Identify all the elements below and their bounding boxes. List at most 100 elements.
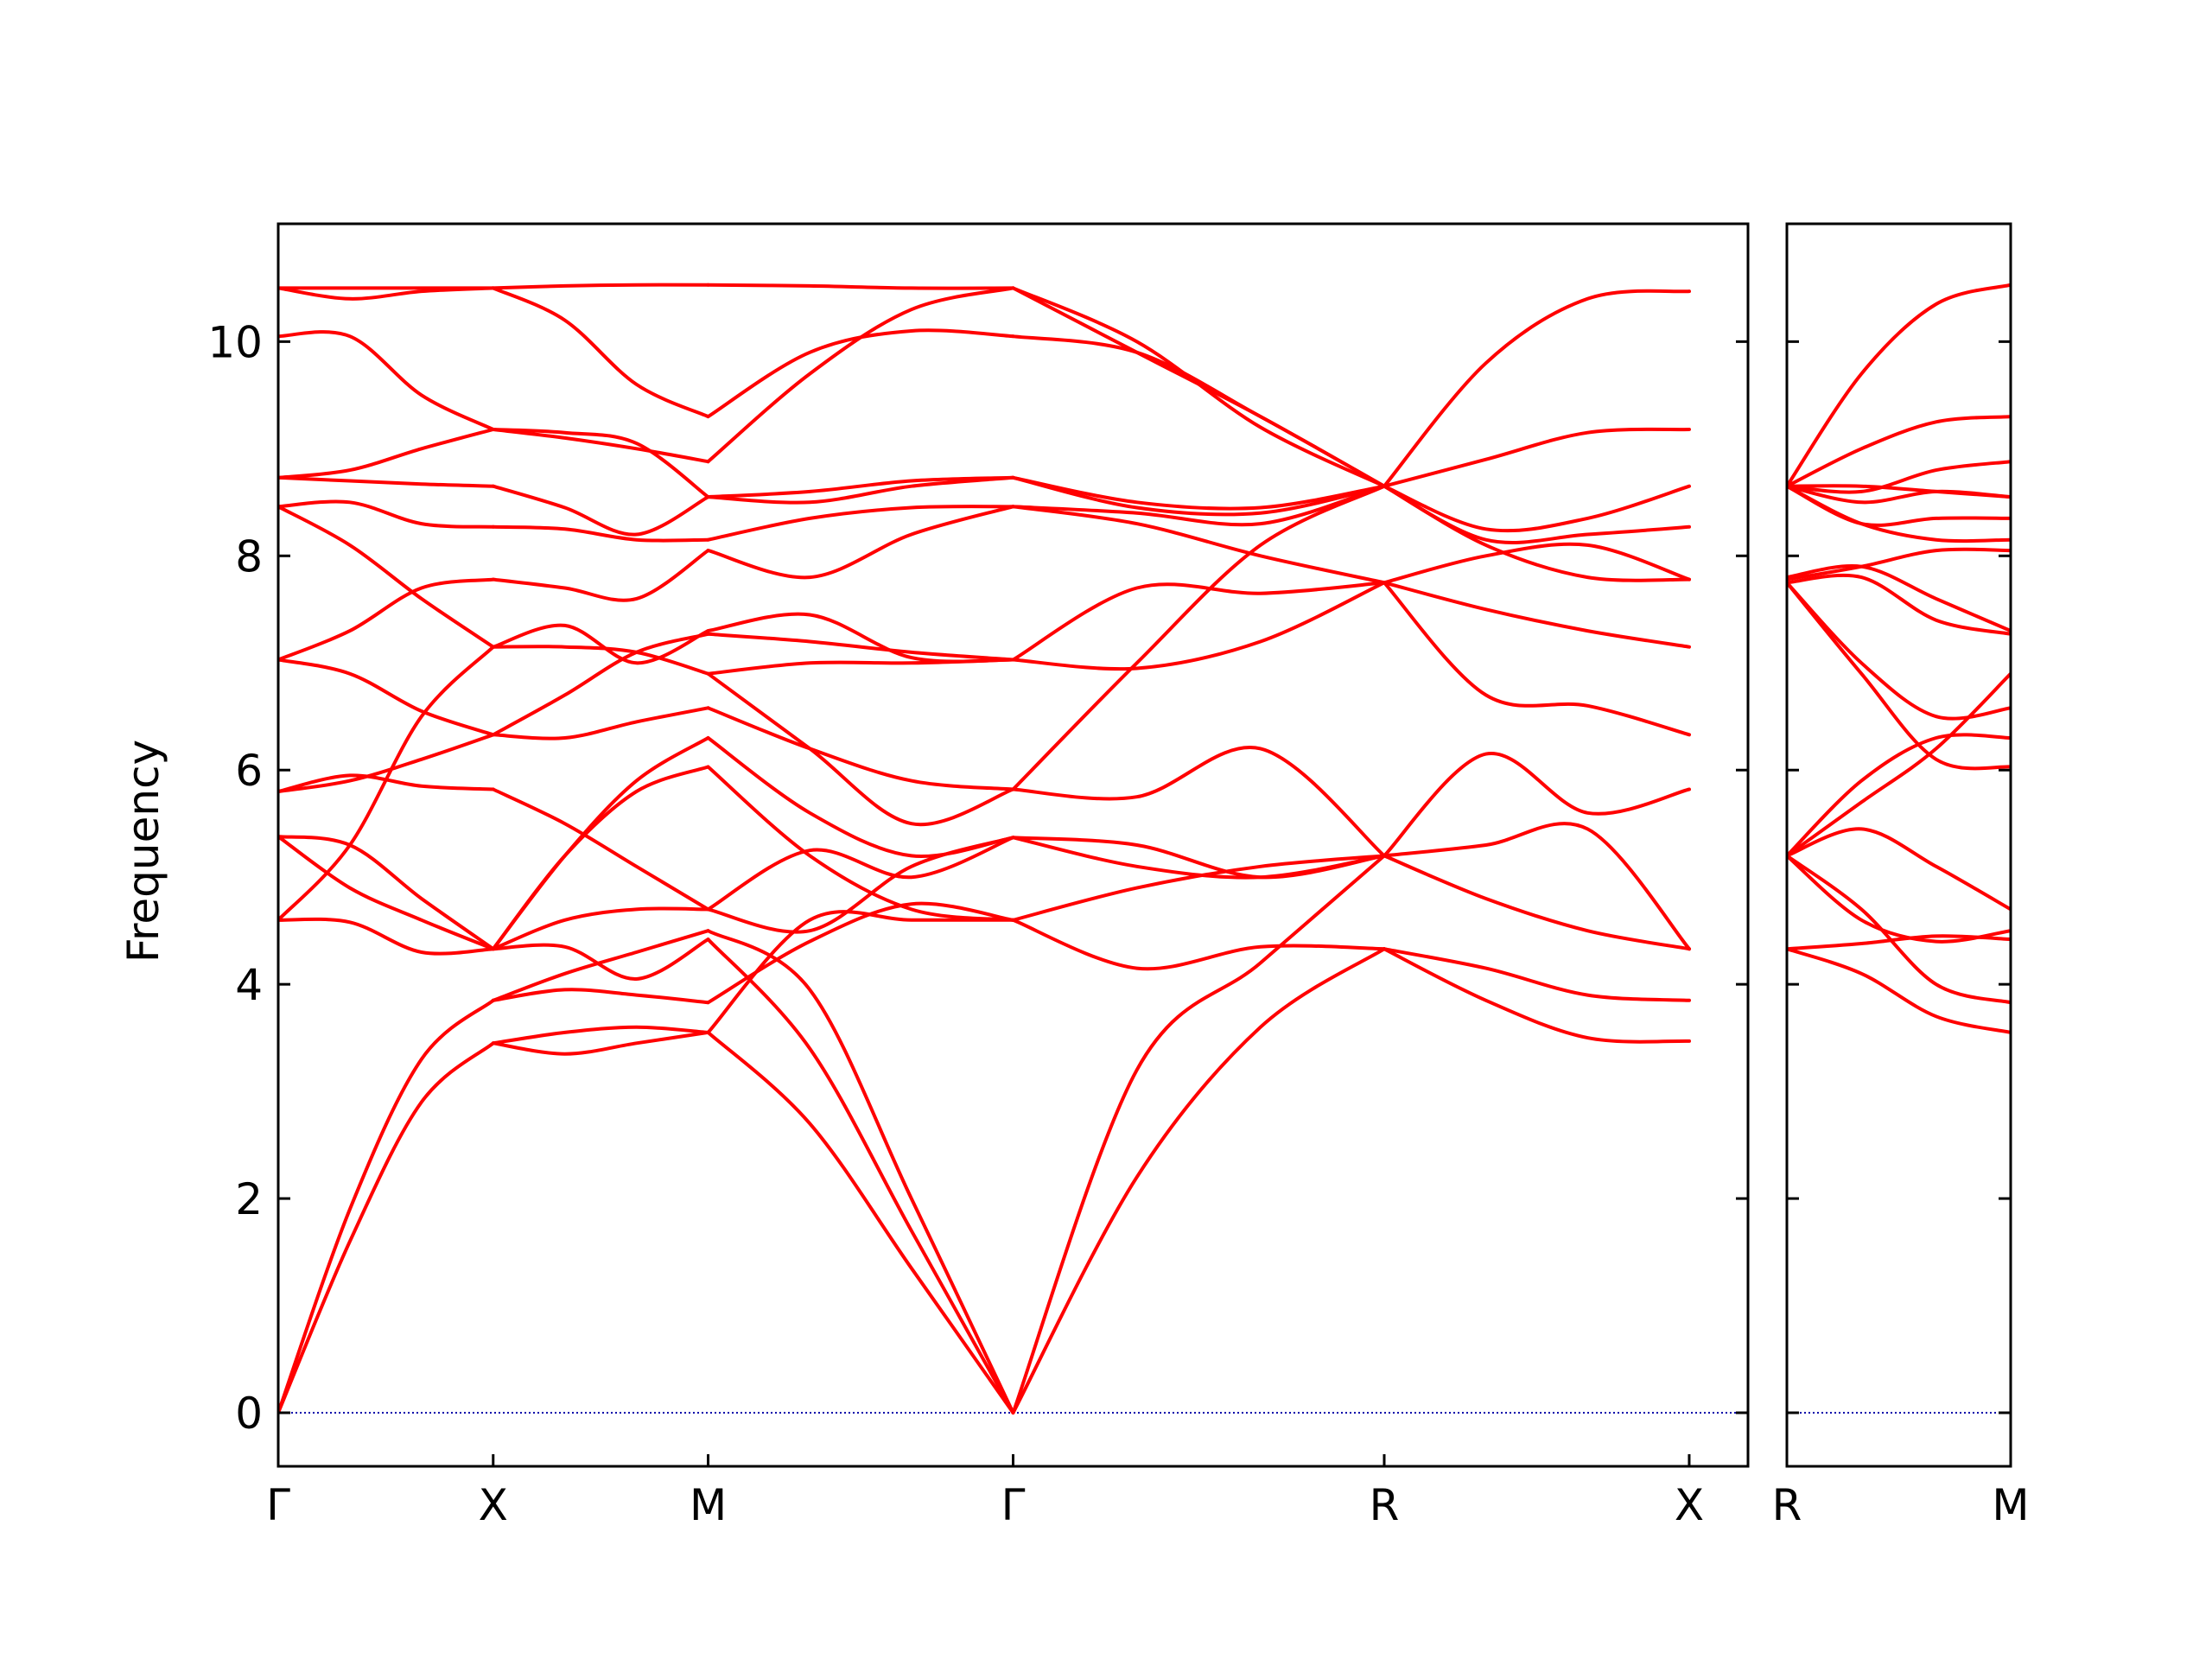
band-line-main-2-18	[706, 286, 1015, 464]
band-line-main-2-6	[706, 836, 1015, 912]
band-line-side-0-11	[1787, 547, 2011, 582]
band-line-main-0-9	[278, 577, 495, 662]
band-line-main-3-5	[1011, 836, 1386, 880]
band-line-main-4-11	[1382, 427, 1691, 488]
band-line-main-0-13	[278, 428, 495, 480]
bands-group	[278, 283, 1691, 1414]
band-line-main-3-0	[1011, 947, 1386, 1414]
x-tick-label: X	[479, 1480, 508, 1530]
x-tick-label: Γ	[266, 1480, 290, 1530]
band-line-main-1-10	[491, 645, 710, 676]
band-line-main-4-1	[1382, 947, 1691, 1002]
y-tick-label: 2	[235, 1174, 263, 1224]
band-line-side-0-5	[1787, 733, 2011, 858]
band-line-main-3-4	[1011, 836, 1386, 880]
band-line-main-3-2	[1011, 918, 1386, 971]
band-line-main-3-14	[1011, 334, 1386, 488]
band-line-main-0-7	[278, 733, 495, 793]
y-axis-label: Frequency	[118, 740, 168, 963]
band-line-main-2-1	[706, 938, 1015, 1414]
band-line-main-3-12	[1011, 475, 1386, 517]
band-line-main-2-13	[706, 612, 1015, 664]
band-line-main-2-4	[706, 901, 1015, 1005]
band-line-side-0-6	[1787, 671, 2011, 858]
band-line-main-1-1	[491, 1025, 710, 1046]
y-tick-label: 6	[235, 746, 263, 796]
band-line-main-2-16	[706, 475, 1015, 499]
band-line-main-2-8	[706, 736, 1015, 859]
band-line-main-0-4	[278, 835, 495, 951]
band-line-main-1-7	[491, 736, 710, 951]
band-line-main-4-7	[1382, 542, 1691, 585]
band-line-side-0-4	[1787, 827, 2011, 912]
band-line-main-1-17	[491, 428, 710, 499]
band-line-main-1-13	[491, 549, 710, 602]
band-line-main-1-4	[491, 938, 710, 982]
band-line-main-4-9	[1382, 484, 1691, 582]
band-line-main-0-12	[278, 475, 495, 488]
band-line-main-3-3	[1011, 854, 1386, 922]
x-tick-label: M	[690, 1480, 727, 1530]
band-line-main-2-12	[706, 632, 1015, 662]
plot-frame-main	[276, 222, 1750, 1468]
bands-group	[1787, 283, 2011, 1034]
band-line-main-1-19	[491, 283, 710, 290]
band-line-main-1-18	[491, 286, 710, 419]
band-line-main-0-10	[278, 505, 495, 649]
band-line-main-1-6	[491, 765, 710, 951]
band-line-side-0-10	[1787, 563, 2011, 633]
band-line-main-1-5	[491, 906, 710, 951]
band-line-main-3-6	[1011, 746, 1386, 858]
y-tick-label: 4	[235, 960, 263, 1010]
x-tick-label: R	[1370, 1480, 1400, 1530]
y-tick-label: 10	[207, 317, 263, 367]
band-line-main-0-2	[278, 917, 495, 956]
band-line-main-1-8	[491, 787, 710, 912]
band-line-main-1-11	[491, 632, 710, 737]
band-line-main-1-14	[491, 524, 710, 543]
band-line-main-0-5	[278, 835, 495, 951]
plot-frame-side	[1785, 222, 2012, 1468]
band-line-main-2-9	[706, 706, 1015, 791]
band-line-main-2-7	[706, 765, 1015, 922]
band-line-main-0-8	[278, 658, 495, 737]
band-line-main-1-3	[491, 929, 710, 1002]
band-line-main-2-15	[706, 505, 1015, 542]
band-line-main-3-13	[1011, 475, 1386, 511]
band-line-main-4-10	[1382, 484, 1691, 533]
band-line-main-1-16	[491, 428, 710, 464]
band-line-main-2-10	[706, 671, 1015, 827]
band-line-main-4-3	[1382, 822, 1691, 951]
band-line-main-2-17	[706, 475, 1015, 505]
band-line-main-4-12	[1382, 289, 1691, 488]
x-tick-label: R	[1772, 1480, 1802, 1530]
band-line-main-2-14	[706, 505, 1015, 580]
band-line-side-0-15	[1787, 484, 2011, 527]
band-line-main-0-1	[278, 998, 495, 1414]
band-line-main-0-14	[278, 330, 495, 431]
band-line-side-0-7	[1787, 581, 2011, 721]
band-line-main-4-2	[1382, 854, 1691, 951]
band-line-side-0-1	[1787, 947, 2011, 1034]
x-tick-label: X	[1675, 1480, 1704, 1530]
band-line-main-3-7	[1011, 484, 1386, 791]
band-line-side-0-17	[1787, 415, 2011, 488]
band-line-main-3-11	[1011, 484, 1386, 527]
band-line-main-4-0	[1382, 947, 1691, 1044]
band-line-main-2-0	[706, 1030, 1015, 1414]
band-line-side-0-2	[1787, 854, 2011, 1005]
band-line-main-1-2	[491, 988, 710, 1005]
y-tick-label: 0	[235, 1389, 263, 1439]
y-tick-label: 8	[235, 531, 263, 582]
band-line-main-3-10	[1011, 505, 1386, 585]
band-line-side-0-3	[1787, 854, 2011, 944]
band-line-main-4-4	[1382, 752, 1691, 858]
x-tick-label: Γ	[1001, 1480, 1026, 1530]
band-line-main-2-20	[706, 283, 1015, 290]
band-line-main-0-0	[278, 1041, 495, 1414]
band-line-side-0-9	[1787, 573, 2011, 636]
band-line-main-1-0	[491, 1030, 710, 1056]
band-line-main-4-5	[1382, 581, 1691, 737]
